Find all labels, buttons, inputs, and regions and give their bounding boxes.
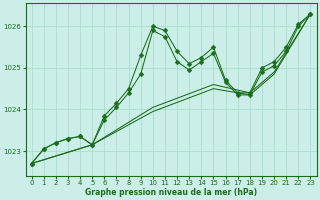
- X-axis label: Graphe pression niveau de la mer (hPa): Graphe pression niveau de la mer (hPa): [85, 188, 257, 197]
